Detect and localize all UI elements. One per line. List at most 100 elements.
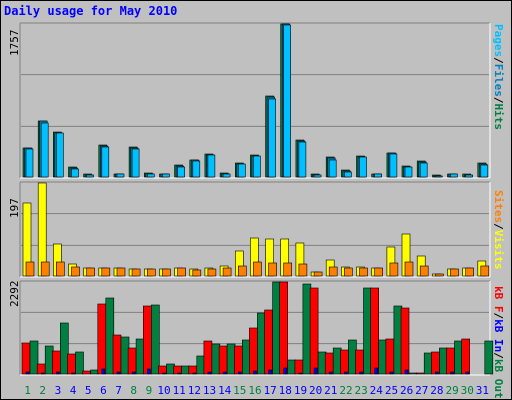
bar-sites: [238, 265, 247, 277]
bar-pages: [71, 168, 79, 178]
bar-kb-f: [340, 349, 349, 375]
day-tick-label: 16: [248, 384, 261, 397]
bar-kb-out: [287, 359, 297, 375]
bar-kb-f: [415, 372, 425, 375]
bar-sites: [374, 267, 384, 277]
bar-kb-f: [97, 303, 107, 375]
day-tick-label: 11: [173, 384, 186, 397]
bar-sites: [147, 268, 156, 277]
day-tick-label: 19: [294, 384, 307, 397]
bar-pages: [374, 173, 383, 178]
top-legend-part: Pages: [492, 24, 505, 58]
top-legend-part: /: [492, 57, 505, 64]
bar-sites: [101, 267, 111, 277]
bar-pages: [162, 173, 170, 178]
bar-kb-out: [59, 322, 69, 375]
bottom-panel-legend: kB F/kB In/kB Out: [492, 286, 505, 399]
day-tick-label: 15: [233, 384, 246, 397]
bar-pages: [359, 156, 367, 178]
bar-kb-f: [127, 347, 137, 375]
bar-kb-in: [253, 370, 257, 375]
bar-kb-f: [249, 327, 258, 375]
bar-kb-in: [192, 372, 197, 375]
bar-sites: [419, 265, 429, 277]
day-tick-label: 12: [188, 384, 201, 397]
day-tick-label: 26: [400, 384, 413, 397]
bar-pages: [298, 141, 307, 178]
bar-sites: [268, 262, 277, 277]
bar-kb-f: [203, 340, 213, 375]
bar-kb-out: [135, 338, 145, 375]
day-tick-label: 27: [415, 384, 428, 397]
bar-pages: [253, 155, 261, 178]
bar-kb-in: [328, 371, 333, 375]
bar-kb-f: [309, 287, 319, 375]
bar-pages: [222, 173, 231, 178]
bar-kb-f: [279, 281, 289, 375]
bar-kb-out: [272, 281, 281, 375]
bar-kb-in: [207, 371, 212, 375]
bar-pages: [435, 175, 443, 178]
bar-kb-f: [355, 349, 364, 375]
top-legend-part: Files: [492, 63, 505, 97]
bar-sites: [283, 262, 293, 277]
bar-kb-f: [36, 363, 46, 375]
bar-pages: [313, 174, 322, 178]
bar-sites: [389, 262, 399, 277]
bar-kb-in: [101, 368, 106, 375]
bar-pages: [40, 122, 49, 178]
bar-kb-f: [21, 342, 31, 375]
bar-kb-f: [234, 345, 243, 375]
bar-kb-f: [400, 307, 410, 375]
bar-kb-out: [257, 312, 266, 375]
bar-kb-in: [147, 368, 151, 375]
bar-pages: [404, 166, 413, 178]
bar-kb-in: [450, 371, 454, 375]
bar-kb-in: [55, 371, 60, 375]
bar-sites: [435, 273, 444, 277]
bar-pages: [268, 98, 276, 178]
bar-kb-in: [298, 372, 303, 375]
bar-pages: [55, 132, 64, 178]
bar-kb-in: [359, 371, 363, 375]
bar-pages: [465, 174, 474, 178]
bar-pages: [480, 164, 489, 178]
bar-pages: [389, 153, 398, 178]
bar-pages: [116, 173, 125, 178]
bottom-legend-part: kB Out: [492, 358, 505, 399]
bar-kb-in: [131, 371, 136, 375]
bar-pages: [207, 154, 216, 178]
bar-pages: [328, 159, 337, 178]
bar-pages: [86, 174, 94, 178]
bar-kb-in: [465, 371, 470, 375]
mid-legend-part: Visits: [492, 229, 505, 270]
bar-kb-f: [446, 347, 455, 375]
bar-kb-out: [332, 347, 342, 375]
bar-sites: [313, 271, 323, 277]
mid-legend-part: Sites: [492, 190, 505, 224]
bar-pages: [131, 148, 140, 178]
day-tick-label: 3: [55, 384, 62, 397]
day-tick-label: 18: [279, 384, 292, 397]
day-tick-label: 2: [39, 384, 46, 397]
day-tick-label: 29: [445, 384, 458, 397]
day-tick-label: 7: [115, 384, 122, 397]
bar-kb-in: [25, 371, 30, 375]
bar-kb-f: [67, 353, 76, 375]
day-tick-label: 8: [130, 384, 137, 397]
bar-kb-f: [385, 338, 395, 375]
bar-sites: [55, 261, 65, 277]
bar-pages: [25, 148, 34, 178]
bar-sites: [298, 263, 308, 277]
bar-kb-in: [283, 367, 288, 375]
bar-sites: [344, 267, 353, 277]
panel-background: [20, 23, 490, 178]
bar-kb-out: [454, 340, 463, 375]
day-tick-label: 1: [24, 384, 31, 397]
day-tick-label: 20: [309, 384, 322, 397]
top-panel-max-label: 1757: [8, 29, 21, 57]
bar-kb-in: [435, 371, 439, 375]
bar-kb-f: [431, 351, 440, 375]
day-tick-label: 6: [100, 384, 107, 397]
bar-sites: [465, 267, 475, 277]
